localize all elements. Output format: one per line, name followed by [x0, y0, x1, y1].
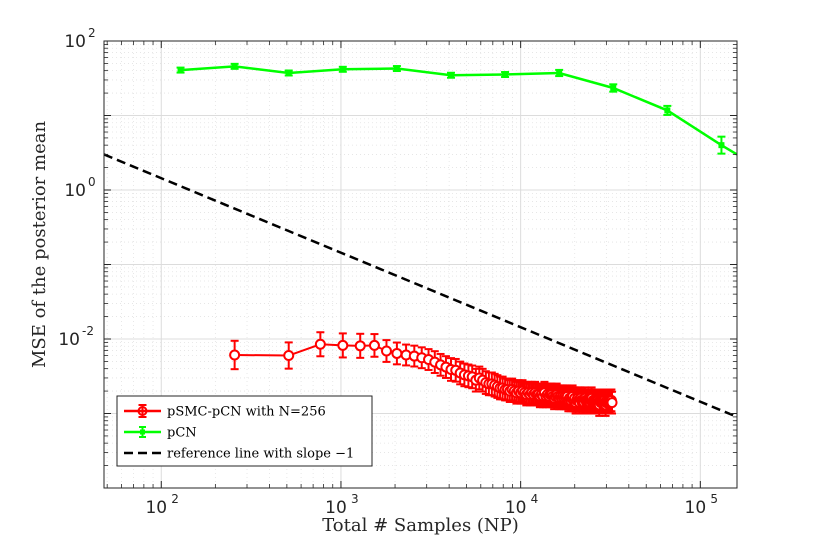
pcn-marker — [393, 65, 400, 72]
x-tick-exponent: 4 — [531, 492, 539, 506]
x-tick-label: 10 — [325, 498, 347, 518]
y-tick-label: 10 — [64, 181, 86, 201]
psmc-marker — [314, 338, 326, 350]
pcn-marker — [664, 107, 671, 114]
y-tick-exponent: 2 — [88, 26, 96, 40]
psmc-marker — [391, 347, 403, 359]
series-pcn — [176, 62, 737, 156]
x-tick-exponent: 2 — [171, 492, 179, 506]
reference-line — [104, 153, 737, 419]
axis-ticks — [104, 41, 737, 489]
legend-entry-pcn: pCN — [124, 426, 197, 441]
legend-label-pcn: pCN — [167, 426, 197, 441]
y-tick-label: 10 — [58, 330, 80, 350]
psmc-marker — [354, 340, 366, 352]
legend-label-psmc: pSMC-pCN with N=256 — [167, 405, 326, 420]
psmc-marker — [229, 349, 241, 361]
y-tick-exponent: 0 — [88, 175, 96, 189]
series-reference — [104, 153, 737, 419]
legend-pcn-marker — [140, 429, 145, 435]
legend-entry-psmc: pSMC-pCN with N=256 — [124, 404, 326, 420]
psmc-marker — [368, 339, 380, 351]
x-tick-exponent: 3 — [351, 492, 359, 506]
x-tick-label: 10 — [685, 498, 707, 518]
legend: pSMC-pCN with N=256 pCN reference line w… — [116, 395, 373, 467]
pcn-marker — [556, 69, 563, 76]
legend-entry-reference: reference line with slope −1 — [124, 447, 354, 462]
x-axis-label: Total # Samples (NP) — [322, 515, 519, 536]
pcn-marker — [285, 69, 292, 76]
psmc-marker — [337, 339, 349, 351]
pcn-marker — [447, 72, 454, 79]
psmc-marker — [380, 345, 392, 357]
legend-label-reference: reference line with slope −1 — [167, 447, 354, 462]
pcn-marker — [231, 63, 238, 70]
x-tick-label: 10 — [145, 498, 167, 518]
x-tick-exponent: 5 — [710, 492, 718, 506]
psmc-marker — [606, 397, 618, 409]
pcn-marker — [718, 142, 725, 149]
y-tick-label: 10 — [64, 32, 86, 52]
pcn-marker — [502, 71, 509, 78]
series-layer — [104, 62, 737, 419]
y-axis-label: MSE of the posterior mean — [29, 121, 50, 369]
x-tick-labels: 10 2 10 3 10 4 10 5 — [145, 492, 718, 518]
y-tick-exponent: -2 — [82, 324, 94, 338]
pcn-marker — [339, 66, 346, 73]
pcn-marker — [610, 84, 617, 91]
pcn-marker — [177, 67, 184, 74]
psmc-marker — [283, 350, 295, 362]
series-psmc — [229, 331, 618, 417]
pcn-line — [180, 65, 737, 156]
legend-psmc-marker — [137, 406, 148, 416]
x-tick-label: 10 — [505, 498, 527, 518]
